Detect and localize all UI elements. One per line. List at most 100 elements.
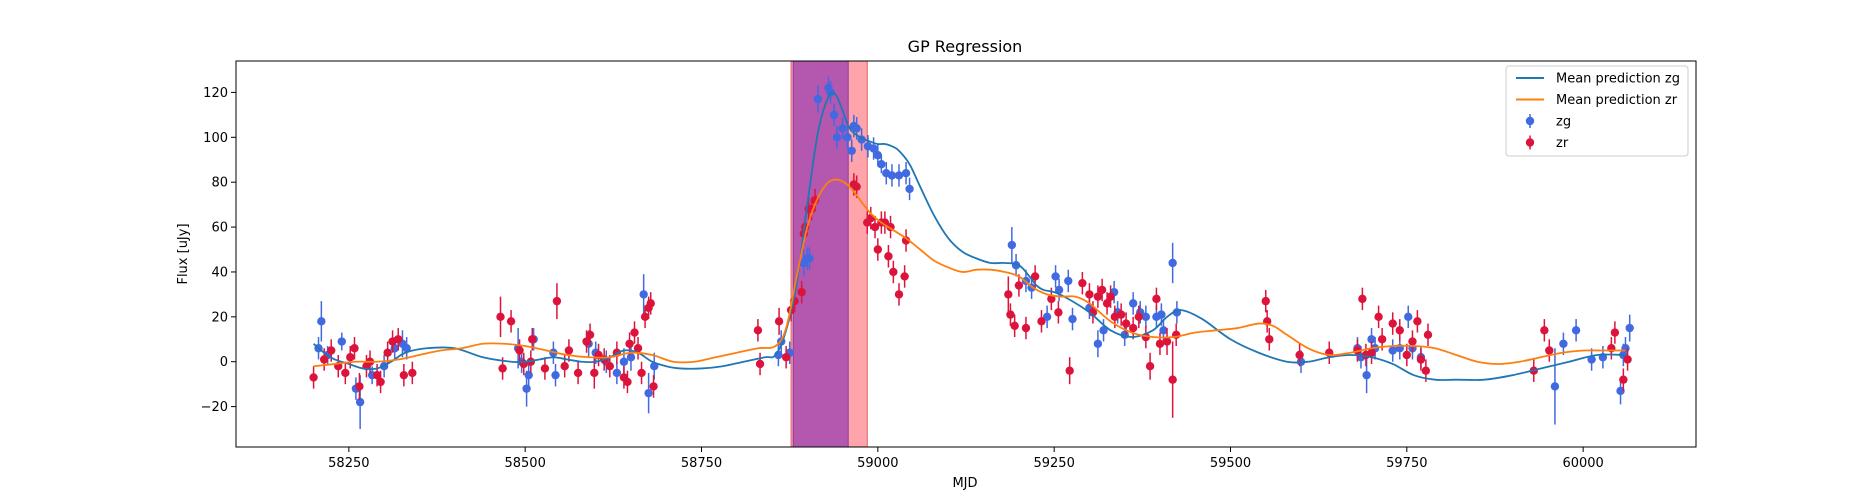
point-zr [797,287,806,297]
point-zg [1404,312,1413,322]
point-zg [1128,299,1138,308]
y-tick-label: 120 [203,86,228,101]
point-zg [847,146,856,155]
legend-label: zg [1556,115,1571,130]
point-zr [1078,278,1087,288]
point-zg [1587,355,1596,364]
point-zg [843,133,852,142]
point-zg [852,124,861,133]
x-tick-label: 59250 [1033,456,1074,471]
point-zr [1085,290,1094,299]
point-zr [355,382,364,391]
point-zg [905,184,914,194]
point-zr [540,364,550,373]
point-zr [590,368,599,378]
point-zg [1054,285,1064,295]
point-zr [649,382,658,391]
point-zr [1395,326,1404,335]
point-zr [1030,272,1040,281]
y-axis-label: Flux [uJy] [176,223,191,284]
point-zr [1097,285,1107,295]
point-zg [402,344,411,353]
point-zr [498,364,507,373]
point-zr [1116,310,1126,319]
point-zg [832,133,842,142]
point-zr [901,236,911,245]
plot-area [309,61,1634,447]
y-tick-label: 40 [211,265,228,280]
y-tick-label: 60 [211,221,228,236]
y-tick-label: 0 [220,355,228,370]
point-zg [1367,335,1376,344]
legend-label: Mean prediction zg [1556,72,1680,87]
point-zr [506,317,516,326]
point-zg [337,337,346,346]
point-zr [1014,281,1024,290]
point-zg [1550,382,1560,391]
point-zr [1545,346,1554,355]
point-zr [1037,317,1046,326]
legend-marker-swatch [1525,116,1535,126]
point-zg [639,290,648,299]
point-zr [1388,319,1397,328]
line-mean-prediction-zr [313,178,1626,368]
point-zr [1110,312,1120,322]
legend-item: Mean prediction zg [1516,72,1680,87]
point-zr [870,222,880,232]
point-zg [612,368,622,378]
point-zr [399,370,409,380]
point-zr [341,368,350,378]
point-zr [1623,355,1632,364]
point-zg [1064,276,1073,286]
axis-ticks: 58250 58500 58750 59000 59250 59500 59750 60000… [201,86,1604,471]
legend-item: zg [1525,114,1571,130]
point-zr [350,344,359,353]
point-zg [355,397,365,407]
point-zr [515,346,524,355]
line-mean-prediction-zg [313,91,1626,381]
point-zr [774,317,784,326]
point-zr [605,362,615,371]
point-zg [805,254,814,263]
point-zr [1358,294,1367,304]
span-zg [792,61,849,447]
point-zr [327,346,336,355]
point-zr [1102,299,1112,308]
point-zg [317,317,326,326]
point-zr [1168,375,1177,384]
point-zr [1421,366,1431,375]
point-zg [1157,310,1166,319]
point-zr [372,370,382,380]
point-zr [889,267,898,277]
x-axis-label: MJD [952,476,977,491]
point-zr [1006,310,1015,319]
point-zg [877,160,886,169]
point-zr [1128,323,1138,333]
point-zr [1540,326,1549,335]
point-zr [1047,294,1056,304]
point-zg [829,110,839,120]
point-zr [319,355,329,364]
x-tick-label: 59750 [1386,456,1427,471]
point-zr [1413,317,1422,326]
point-zg [1559,339,1568,348]
point-zr [1610,328,1620,337]
point-zg [813,94,823,104]
legend-label: Mean prediction zr [1556,93,1678,108]
point-zr [781,353,791,362]
x-tick-label: 58250 [328,456,369,471]
point-zr [1619,375,1628,384]
x-tick-label: 59000 [857,456,898,471]
point-zr [637,368,646,378]
point-zr [900,272,909,281]
point-zg [838,124,847,133]
point-zr [1065,366,1074,375]
point-zr [1010,321,1019,331]
point-zr [1152,294,1161,304]
point-zg [551,370,560,380]
point-zr [408,368,417,378]
point-zr [1367,348,1376,357]
legend-box [1505,65,1689,157]
point-zg [894,171,904,180]
